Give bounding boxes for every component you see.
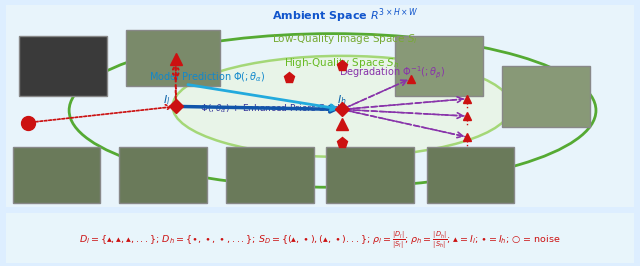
FancyBboxPatch shape <box>0 212 640 264</box>
FancyBboxPatch shape <box>396 36 483 96</box>
FancyBboxPatch shape <box>19 36 107 96</box>
FancyBboxPatch shape <box>119 147 207 203</box>
Text: Model Prediction $\Phi(; \theta_{\alpha})$: Model Prediction $\Phi(; \theta_{\alpha}… <box>148 70 266 84</box>
Ellipse shape <box>173 56 511 157</box>
FancyBboxPatch shape <box>125 30 220 86</box>
Text: $I_l$: $I_l$ <box>163 93 170 107</box>
Text: Ambient Space $R^{3\times H\times W}$: Ambient Space $R^{3\times H\times W}$ <box>272 6 419 25</box>
FancyBboxPatch shape <box>427 147 515 203</box>
Text: $\Phi(; \theta_{\alpha})$ + Enhanced Priors Guide: $\Phi(; \theta_{\alpha})$ + Enhanced Pri… <box>200 102 346 115</box>
FancyBboxPatch shape <box>13 147 100 203</box>
Text: High-Quality Space $S_h$: High-Quality Space $S_h$ <box>284 56 400 70</box>
Text: Degradation $\Phi^{-1}(; \theta_{\beta})$: Degradation $\Phi^{-1}(; \theta_{\beta})… <box>339 65 445 81</box>
Text: $D_l = \{\blacktriangle,\blacktriangle,\blacktriangle, ...\}$; $D_h = \{\bullet,: $D_l = \{\blacktriangle,\blacktriangle,\… <box>79 230 561 251</box>
FancyBboxPatch shape <box>326 147 414 203</box>
FancyBboxPatch shape <box>0 3 640 210</box>
FancyBboxPatch shape <box>502 66 589 127</box>
Text: $I_h$: $I_h$ <box>337 93 347 107</box>
Text: Low-Quality Image Space $S_l$: Low-Quality Image Space $S_l$ <box>272 32 418 46</box>
FancyBboxPatch shape <box>226 147 314 203</box>
